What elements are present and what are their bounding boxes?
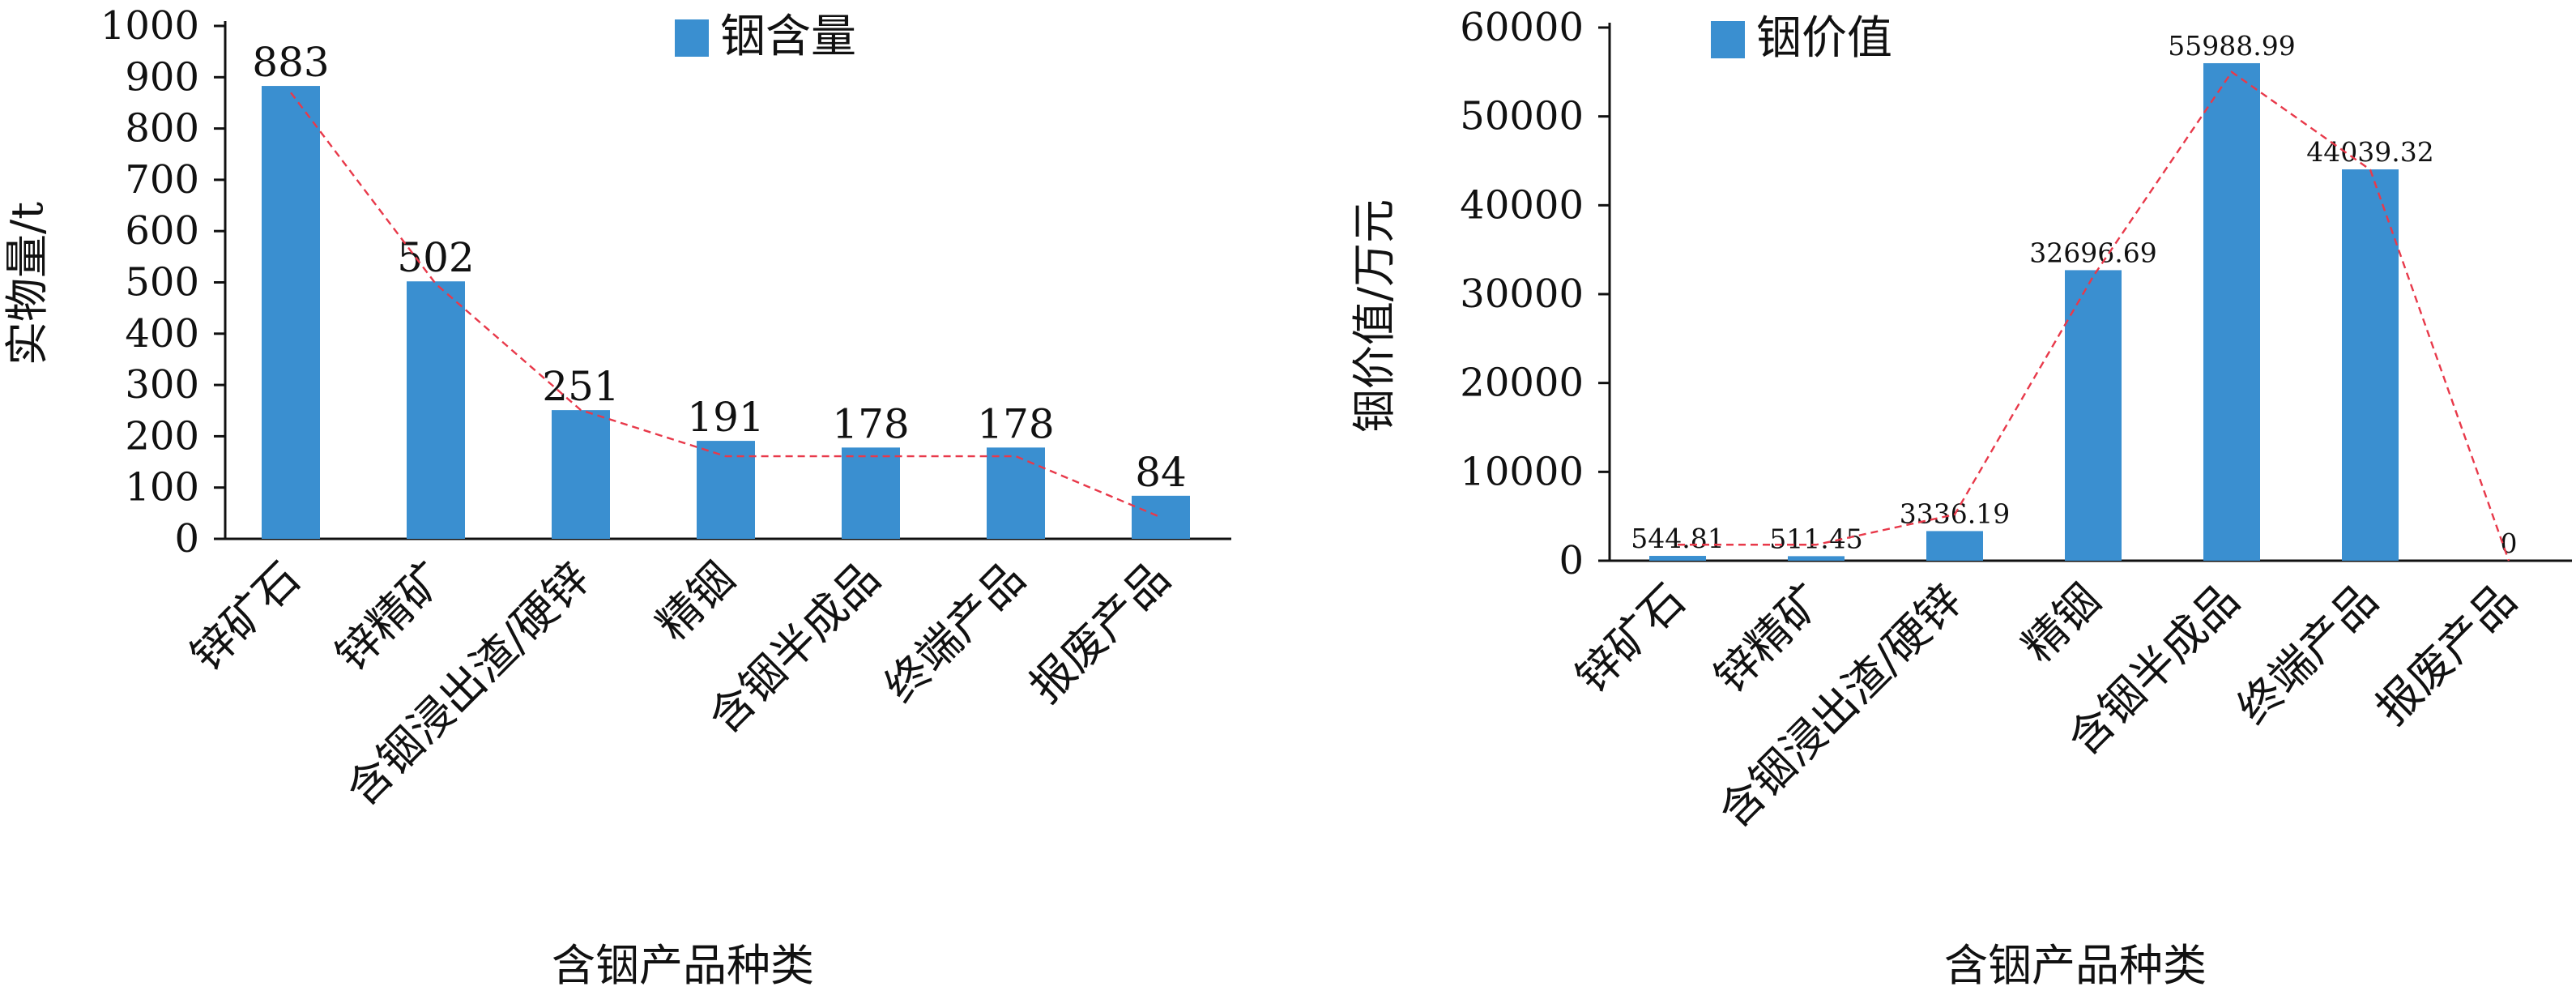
right-legend-label: 铟价值: [1756, 12, 1892, 65]
left-category-label-6: 终端产品: [875, 553, 1034, 712]
left-y-tick-label: 200: [125, 413, 199, 459]
right-data-label-5: 55988.99: [2168, 30, 2295, 62]
left-y-tick-label: 500: [125, 260, 199, 305]
left-bar-1: [262, 86, 320, 540]
right-y-tick-label: 40000: [1460, 182, 1584, 228]
left-y-tick-label: 400: [125, 311, 199, 357]
right-y-tick-label: 20000: [1460, 361, 1584, 406]
right-category-label-3: 含铟浸出渣/硬锌: [1708, 574, 1972, 838]
right-bar-6: [2342, 169, 2399, 561]
left-category-label-3: 含铟浸出渣/硬锌: [336, 553, 599, 816]
left-category-label-2: 锌精矿: [326, 553, 454, 681]
left-category-label-7: 报废产品: [1020, 553, 1179, 712]
right-y-tick-label: 50000: [1460, 94, 1584, 139]
right-y-tick-label: 30000: [1460, 271, 1584, 317]
left-bar-6: [987, 447, 1045, 539]
left-y-tick-label: 700: [125, 157, 199, 203]
right-y-tick-label: 60000: [1460, 5, 1584, 50]
left-y-tick-label: 800: [125, 106, 199, 152]
left-data-label-7: 84: [1135, 449, 1187, 496]
left-bar-5: [842, 447, 900, 539]
right-bar-5: [2203, 62, 2260, 561]
left-category-label-1: 锌矿石: [181, 553, 309, 681]
right-category-label-6: 终端产品: [2228, 574, 2387, 734]
right-legend-swatch: [1711, 21, 1745, 58]
left-y-tick-label: 1000: [100, 3, 199, 49]
left-legend-swatch: [675, 19, 709, 57]
left-legend-label: 铟含量: [720, 11, 856, 63]
right-bar-1: [1649, 556, 1706, 561]
right-data-label-4: 32696.69: [2029, 237, 2156, 268]
left-data-label-3: 251: [542, 363, 619, 410]
left-y-tick-label: 100: [125, 465, 199, 510]
right-bar-4: [2065, 270, 2122, 561]
left-bar-7: [1132, 495, 1190, 539]
left-y-tick-label: 600: [125, 208, 199, 254]
right-data-label-2: 511.45: [1769, 523, 1862, 554]
right-data-label-7: 0: [2501, 527, 2518, 559]
right-x-axis-title: 含铟产品种类: [1944, 940, 2207, 991]
right-y-tick-label: 10000: [1460, 449, 1584, 494]
left-data-label-5: 178: [832, 400, 909, 447]
right-category-label-4: 精铟: [2012, 574, 2110, 673]
left-y-tick-label: 300: [125, 362, 199, 408]
right-data-label-6: 44039.32: [2306, 136, 2433, 168]
right-category-label-1: 锌矿石: [1566, 574, 1695, 703]
right-bar-3: [1926, 531, 1983, 561]
right-category-label-7: 报废产品: [2366, 574, 2526, 734]
left-data-label-6: 178: [977, 400, 1054, 447]
right-y-tick-label: 0: [1559, 538, 1584, 583]
right-bar-2: [1788, 556, 1845, 561]
left-data-label-2: 502: [397, 234, 474, 281]
left-y-tick-label: 0: [174, 516, 199, 562]
left-bar-2: [407, 281, 465, 539]
right-category-label-2: 锌精矿: [1704, 574, 1833, 703]
right-trend-line: [1678, 70, 2510, 562]
left-data-label-1: 883: [252, 39, 329, 86]
left-x-axis-title: 含铟产品种类: [552, 940, 814, 991]
left-y-axis-title: 实物量/t: [2, 202, 53, 365]
left-trend-line: [290, 92, 1162, 519]
right-data-label-1: 544.81: [1631, 523, 1724, 554]
left-y-tick-label: 900: [125, 54, 199, 100]
right-y-axis-title: 铟价值/万元: [1349, 199, 1400, 433]
left-bar-3: [552, 410, 610, 539]
left-category-label-4: 精铟: [646, 553, 744, 651]
left-data-label-4: 191: [687, 394, 764, 441]
